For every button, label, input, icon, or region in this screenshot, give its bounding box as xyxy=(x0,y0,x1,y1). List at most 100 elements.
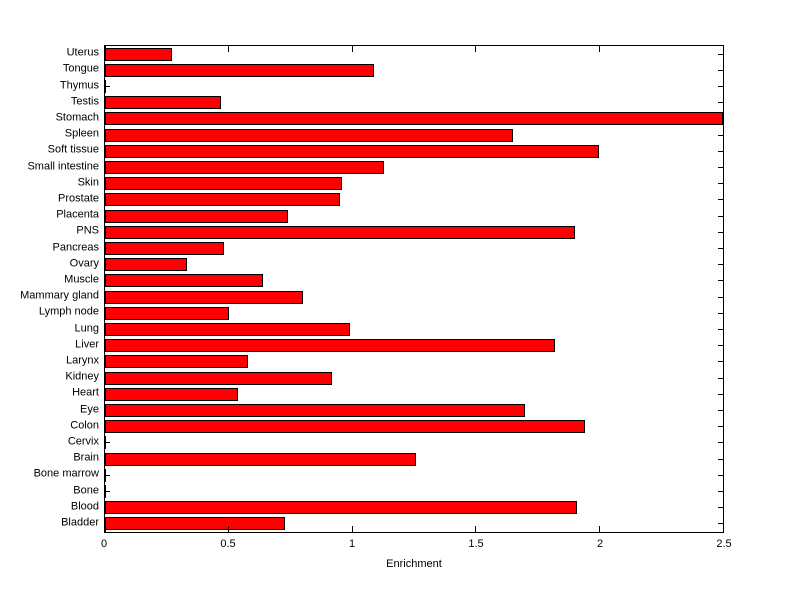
y-tick-mark xyxy=(718,167,723,168)
bar-ovary xyxy=(105,258,187,271)
x-tick-mark xyxy=(351,46,353,52)
y-tick-mark xyxy=(105,442,110,444)
y-tick-label-bladder: Bladder xyxy=(61,516,99,529)
bar-small-intestine xyxy=(105,161,385,174)
bar-pns xyxy=(105,226,575,239)
x-tick-label-2: 2 xyxy=(596,538,604,550)
y-tick-label-lung: Lung xyxy=(74,322,99,334)
y-tick-label-mammary-gland: Mammary gland xyxy=(20,289,99,302)
y-axis-labels: Uterus Tongue Thymus Testis Stomach Spleen Sof… xyxy=(0,45,99,533)
x-tick-mark xyxy=(598,46,600,52)
plot-area xyxy=(104,45,724,533)
bar-soft-tissue xyxy=(105,145,600,158)
y-tick-mark xyxy=(718,134,723,136)
y-tick-mark xyxy=(718,280,723,282)
bar-eye xyxy=(105,404,526,417)
y-tick-mark xyxy=(718,183,723,185)
y-tick-label-tongue: Tongue xyxy=(62,62,99,75)
y-tick-label-bone: Bone xyxy=(73,484,99,496)
bar-placenta xyxy=(105,210,288,223)
x-tick-label-1.5: 1.5 xyxy=(468,538,484,550)
y-tick-mark xyxy=(718,312,723,314)
y-tick-mark xyxy=(718,442,723,444)
y-tick-label-eye: Eye xyxy=(80,403,99,415)
x-tick-mark xyxy=(722,526,724,532)
bar-bone-marrow xyxy=(105,469,106,482)
y-tick-label-stomach: Stomach xyxy=(55,111,99,124)
bar-mammary-gland xyxy=(105,291,303,304)
x-tick-label-0: 0 xyxy=(100,538,108,550)
x-tick-mark xyxy=(475,526,477,532)
y-tick-mark xyxy=(718,102,723,104)
y-tick-mark xyxy=(718,329,723,330)
y-tick-mark xyxy=(718,296,723,298)
y-tick-mark xyxy=(718,474,723,476)
y-tick-label-placenta: Placenta xyxy=(56,208,99,221)
y-tick-label-ovary: Ovary xyxy=(69,257,99,270)
y-tick-label-small-intestine: Small intestine xyxy=(27,160,99,172)
x-tick-label-0.5: 0.5 xyxy=(220,538,236,550)
bar-lymph-node xyxy=(105,307,229,320)
y-tick-mark xyxy=(718,86,723,87)
y-tick-mark xyxy=(718,426,723,428)
bar-muscle xyxy=(105,274,264,287)
x-tick-mark xyxy=(351,526,353,532)
y-tick-label-spleen: Spleen xyxy=(64,127,99,140)
bar-colon xyxy=(105,420,585,433)
y-tick-label-uterus: Uterus xyxy=(66,46,99,59)
y-tick-label-kidney: Kidney xyxy=(65,370,99,383)
y-tick-label-liver: Liver xyxy=(75,338,99,351)
y-tick-mark xyxy=(718,491,723,492)
y-tick-mark xyxy=(718,410,723,411)
y-tick-mark xyxy=(105,86,110,87)
y-tick-label-cervix: Cervix xyxy=(67,435,99,448)
bar-skin xyxy=(105,177,343,190)
bar-lung xyxy=(105,323,350,336)
x-tick-label-2.5: 2.5 xyxy=(716,538,732,550)
y-tick-mark xyxy=(718,361,723,363)
y-tick-mark xyxy=(718,231,723,233)
y-tick-mark xyxy=(718,199,723,201)
y-tick-label-muscle: Muscle xyxy=(64,273,99,286)
y-tick-mark xyxy=(718,248,723,249)
bar-pancreas xyxy=(105,242,224,255)
y-tick-mark xyxy=(718,69,723,71)
x-tick-mark xyxy=(598,526,600,532)
y-tick-mark xyxy=(718,377,723,379)
bar-stomach xyxy=(105,112,723,125)
bar-cervix xyxy=(105,436,106,449)
bar-bladder xyxy=(105,517,286,530)
y-tick-label-skin: Skin xyxy=(77,176,99,189)
x-tick-mark xyxy=(104,526,106,532)
y-tick-label-colon: Colon xyxy=(70,419,99,432)
y-tick-mark xyxy=(718,523,723,525)
bar-prostate xyxy=(105,193,340,206)
y-tick-label-soft-tissue: Soft tissue xyxy=(47,143,99,156)
x-tick-mark xyxy=(722,46,724,52)
y-tick-mark xyxy=(718,507,723,509)
y-tick-mark xyxy=(718,458,723,460)
bar-thymus xyxy=(105,80,106,93)
x-axis-labels: 0 0.5 1 1.5 2 2.5 xyxy=(100,533,732,551)
x-tick-mark xyxy=(104,46,106,52)
x-tick-mark xyxy=(228,46,230,52)
bar-bone xyxy=(105,485,106,498)
y-tick-label-blood: Blood xyxy=(70,500,99,513)
x-tick-mark xyxy=(228,526,230,532)
y-tick-mark xyxy=(105,491,110,492)
bar-liver xyxy=(105,339,555,352)
y-tick-label-thymus: Thymus xyxy=(59,79,99,91)
y-tick-mark xyxy=(718,264,723,266)
bar-uterus xyxy=(105,48,172,61)
bar-kidney xyxy=(105,372,333,385)
y-tick-label-testis: Testis xyxy=(70,95,99,108)
y-tick-label-heart: Heart xyxy=(72,386,99,399)
x-tick-mark xyxy=(475,46,477,52)
y-tick-mark xyxy=(718,393,723,395)
y-tick-mark xyxy=(718,215,723,217)
y-tick-label-lymph-node: Lymph node xyxy=(38,305,99,318)
y-tick-mark xyxy=(718,53,723,55)
bar-larynx xyxy=(105,355,249,368)
bar-testis xyxy=(105,96,222,109)
